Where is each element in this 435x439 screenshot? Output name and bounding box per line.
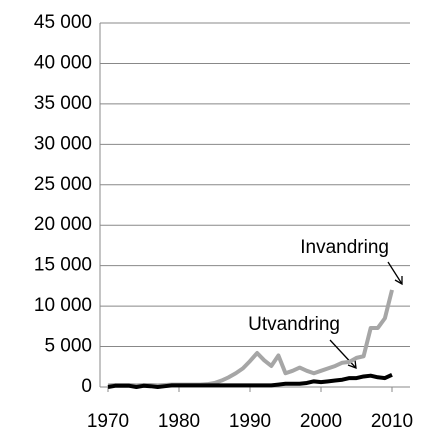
y-tick-label: 35 000 <box>34 93 92 114</box>
arrow-head <box>347 359 357 369</box>
series-annotation: Utvandring <box>248 314 340 335</box>
y-tick-label: 5 000 <box>44 336 92 357</box>
series-annotation: Invandring <box>300 237 389 258</box>
x-tick-label: 1980 <box>158 411 200 432</box>
x-tick-label: 2010 <box>371 411 413 432</box>
data-line <box>107 289 394 388</box>
y-tick-label: 25 000 <box>34 174 92 195</box>
annotation-arrow <box>329 339 357 369</box>
arrow-head <box>394 276 403 286</box>
x-tick-label: 2000 <box>300 411 342 432</box>
y-tick-label: 0 <box>81 376 92 397</box>
annotation-arrow <box>387 261 403 285</box>
y-tick-label: 40 000 <box>34 52 92 73</box>
y-tick-label: 10 000 <box>34 295 92 316</box>
y-tick-label: 15 000 <box>34 255 92 276</box>
x-tick-label: 1990 <box>229 411 271 432</box>
y-tick-label: 45 000 <box>34 12 92 33</box>
y-tick-label: 20 000 <box>34 214 92 235</box>
x-tick-label: 1970 <box>87 411 129 432</box>
data-line <box>107 373 393 389</box>
y-tick-label: 30 000 <box>34 133 92 154</box>
